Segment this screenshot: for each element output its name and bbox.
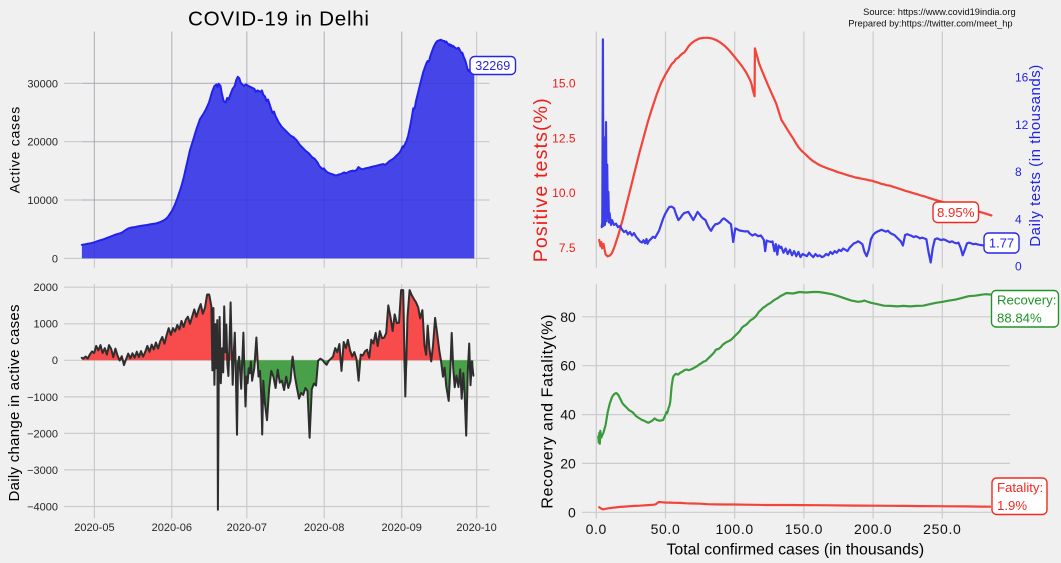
svg-text:COVID-19 in Delhi: COVID-19 in Delhi: [188, 8, 369, 31]
svg-text:Active cases: Active cases: [7, 107, 23, 194]
svg-text:2020-07: 2020-07: [227, 522, 267, 534]
svg-text:0: 0: [568, 504, 576, 520]
svg-text:16: 16: [1015, 71, 1029, 85]
svg-text:2020-09: 2020-09: [382, 522, 422, 534]
svg-text:Recovery and Fatality(%): Recovery and Fatality(%): [540, 315, 557, 509]
svg-text:200.0: 200.0: [854, 521, 892, 537]
svg-text:60: 60: [560, 358, 576, 374]
svg-text:88.84%: 88.84%: [997, 311, 1042, 326]
svg-text:2020-06: 2020-06: [152, 522, 192, 534]
svg-text:2020-10: 2020-10: [456, 522, 496, 534]
svg-text:−3000: −3000: [27, 465, 58, 477]
svg-text:15.0: 15.0: [552, 77, 576, 91]
svg-text:Positive tests(%): Positive tests(%): [530, 98, 552, 262]
svg-text:Prepared by:https://twitter.co: Prepared by:https://twitter.com/meet_hp: [848, 19, 1012, 29]
svg-text:30000: 30000: [27, 78, 58, 90]
svg-text:2020-08: 2020-08: [304, 522, 344, 534]
svg-text:50.0: 50.0: [651, 521, 681, 537]
svg-text:−4000: −4000: [27, 501, 58, 513]
svg-text:Recovery:: Recovery:: [997, 292, 1056, 307]
svg-text:32269: 32269: [475, 59, 510, 73]
svg-text:1.9%: 1.9%: [997, 498, 1027, 513]
svg-text:8: 8: [1015, 165, 1022, 179]
svg-text:Daily tests (in thousands): Daily tests (in thousands): [1027, 65, 1044, 247]
svg-text:0.0: 0.0: [586, 521, 607, 537]
svg-text:150.0: 150.0: [785, 521, 823, 537]
svg-text:7.5: 7.5: [559, 241, 576, 255]
svg-text:20: 20: [560, 455, 576, 471]
svg-text:Daily change in active cases: Daily change in active cases: [6, 305, 23, 502]
svg-text:100.0: 100.0: [716, 521, 754, 537]
svg-text:−1000: −1000: [27, 392, 58, 404]
svg-text:10000: 10000: [27, 195, 58, 207]
svg-text:12.5: 12.5: [552, 131, 576, 145]
svg-text:1.77: 1.77: [989, 236, 1014, 251]
svg-text:20000: 20000: [27, 137, 58, 149]
svg-text:250.0: 250.0: [923, 521, 961, 537]
svg-text:12: 12: [1015, 118, 1029, 132]
svg-text:−2000: −2000: [27, 428, 58, 440]
svg-text:Total confirmed cases (in thou: Total confirmed cases (in thousands): [667, 542, 925, 559]
svg-text:40: 40: [560, 407, 576, 423]
svg-text:Fatality:: Fatality:: [997, 480, 1043, 495]
svg-text:0: 0: [1015, 260, 1022, 274]
svg-text:2020-05: 2020-05: [74, 522, 114, 534]
svg-text:0: 0: [52, 253, 58, 265]
svg-text:1000: 1000: [34, 319, 58, 331]
svg-text:2000: 2000: [34, 282, 58, 294]
svg-text:4: 4: [1015, 212, 1022, 226]
svg-text:0: 0: [52, 355, 58, 367]
svg-text:8.95%: 8.95%: [937, 205, 975, 220]
svg-text:Source: https://www.covid19ind: Source: https://www.covid19india.org: [863, 7, 1015, 17]
svg-text:10.0: 10.0: [552, 186, 576, 200]
svg-text:80: 80: [560, 309, 576, 325]
